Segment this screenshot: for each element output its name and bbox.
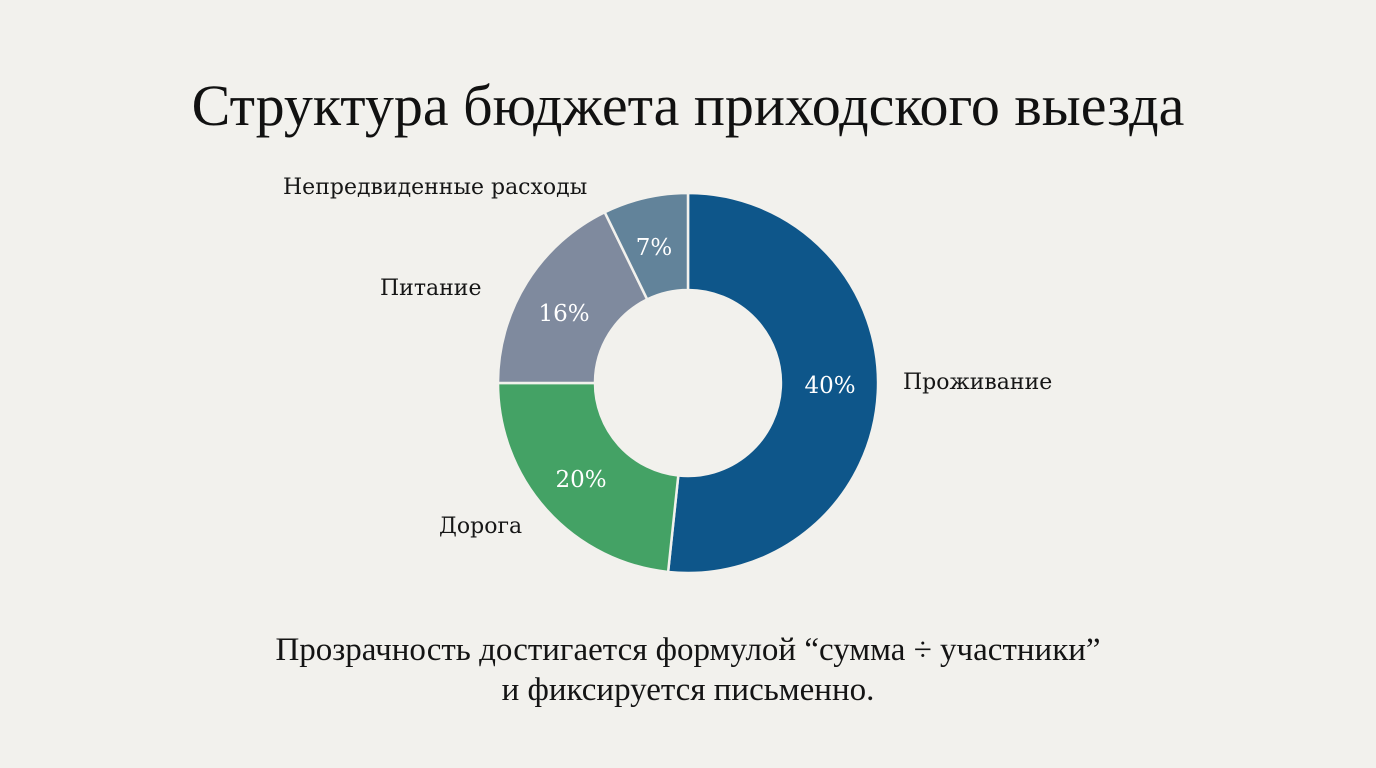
value-label-contingency: 7% — [636, 235, 673, 261]
footer-line-2: и фиксируется письменно. — [501, 672, 875, 708]
category-label-food: Питание — [380, 276, 482, 301]
segment-contingency — [603, 191, 690, 302]
category-label-housing: Проживание — [903, 370, 1053, 395]
segment-housing — [666, 191, 880, 575]
segment-food — [496, 210, 649, 385]
segment-road — [496, 381, 680, 574]
footer-note: Прозрачность достигается формулой “сумма… — [0, 630, 1376, 710]
category-label-contingency: Непредвиденные расходы — [283, 175, 588, 200]
category-label-road: Дорога — [439, 514, 523, 539]
value-label-housing: 40% — [804, 373, 855, 399]
value-label-food: 16% — [538, 301, 589, 327]
footer-line-1: Прозрачность достигается формулой “сумма… — [275, 632, 1101, 668]
value-label-road: 20% — [555, 467, 606, 493]
chart-title: Структура бюджета приходского выезда — [191, 73, 1185, 138]
